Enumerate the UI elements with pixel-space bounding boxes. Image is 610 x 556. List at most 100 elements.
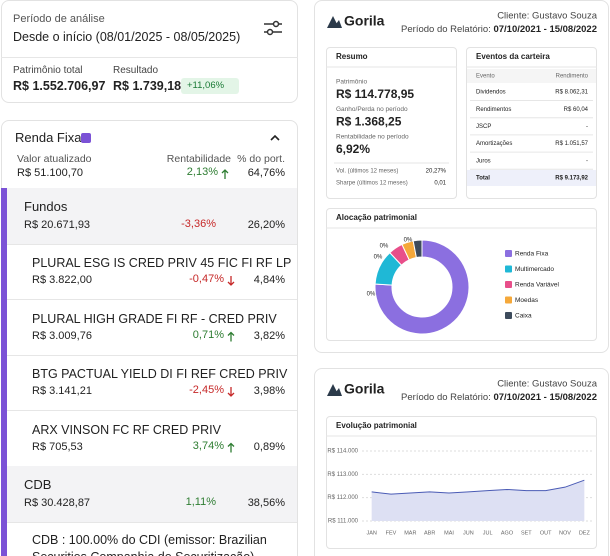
caret-icon	[270, 134, 280, 141]
text: Patrimônio	[336, 79, 367, 86]
color-square	[81, 133, 91, 143]
text: FEV	[386, 530, 397, 536]
text: R$ 111.000	[328, 519, 359, 525]
value: R$ 51.100,70	[17, 167, 84, 179]
legend-swatch	[505, 265, 512, 273]
text: 0%	[380, 244, 389, 250]
text: Ganho/Perda no período	[336, 106, 408, 113]
text: 0%	[404, 238, 413, 244]
return: -0,47%	[189, 273, 224, 285]
group-name[interactable]: CDB	[24, 477, 52, 492]
item-name[interactable]: CDB : 100.00% do CDI (emissor: Brazilian…	[32, 533, 267, 556]
text: R$ 112.000	[327, 495, 358, 501]
text: Dividendos	[476, 90, 506, 96]
text: DEZ	[579, 530, 591, 536]
return: 2,13%	[186, 166, 218, 178]
text: Cliente: Gustavo Souza	[497, 379, 598, 390]
share: 3,98%	[253, 385, 285, 397]
trend-arrow	[227, 387, 235, 397]
trend-arrow	[221, 169, 229, 179]
section-title[interactable]: Renda Fixa	[15, 130, 82, 145]
text: R$ 114.000	[327, 449, 358, 455]
text: Período do Relatório:	[401, 392, 491, 403]
text: R$ 1.051,57	[555, 141, 588, 147]
item-name[interactable]: ARX VINSON FC RF CRED PRIV	[32, 422, 221, 437]
share: 3,82%	[253, 329, 285, 342]
group-row	[7, 188, 297, 245]
group-name[interactable]: Fundos	[24, 199, 68, 214]
text: AGO	[501, 530, 514, 536]
divider	[1, 57, 298, 58]
report-period: Período do Relatório: 07/10/2021 - 15/08…	[401, 24, 597, 35]
group-row	[7, 466, 297, 523]
text: MAR	[404, 530, 416, 536]
text: JSCP	[476, 124, 491, 130]
value: R$ 3.009,76	[32, 329, 92, 342]
text: SET	[521, 530, 532, 536]
separator	[7, 299, 297, 300]
text: OUT	[540, 530, 552, 536]
logo-icon	[327, 384, 342, 396]
text: R$ 9.173,92	[555, 176, 588, 182]
return: 0,71%	[192, 328, 224, 341]
header: Rentabilidade	[166, 153, 231, 165]
item-name[interactable]: PLURAL ESG IS CRED PRIV 45 FIC FI RF LP	[32, 256, 292, 270]
legend-swatch	[505, 296, 512, 304]
text: R$ 113.000	[327, 472, 358, 478]
value: R$ 20.671,93	[24, 219, 91, 231]
text: 6,92%	[336, 142, 370, 156]
return: -3,36%	[181, 218, 216, 230]
text: Período do Relatório:	[401, 24, 491, 35]
share: 4,84%	[253, 274, 285, 286]
text: Renda Variável	[515, 282, 560, 289]
text: Juros	[476, 158, 491, 164]
text: R$ 60,04	[564, 107, 589, 113]
text: Moedas	[515, 297, 539, 304]
text: -	[586, 158, 588, 164]
text: ABR	[424, 530, 435, 536]
filter-label: Período de análise	[13, 13, 105, 25]
text: Rendimentos	[476, 107, 511, 113]
events-box	[466, 47, 597, 199]
value: R$ 1.739,18	[113, 79, 182, 93]
legend-swatch	[505, 250, 512, 257]
text: 0%	[374, 255, 383, 261]
return: -2,45%	[189, 384, 224, 396]
text: Total	[476, 176, 490, 182]
legend-swatch	[505, 312, 512, 319]
separator	[7, 354, 297, 356]
value: R$ 3.141,21	[32, 385, 92, 397]
filter-icon[interactable]	[263, 19, 283, 37]
header: % do port.	[237, 153, 285, 165]
allocation-box	[326, 208, 597, 341]
label: Resultado	[113, 65, 159, 76]
text: Vol. (últimos 12 meses)	[336, 169, 398, 175]
legend-swatch	[505, 281, 512, 288]
badge	[181, 78, 239, 94]
trend-arrow	[227, 331, 235, 342]
text: Resumo	[336, 52, 368, 61]
text: 07/10/2021 - 15/08/2022	[491, 24, 597, 35]
trend-arrow	[227, 276, 235, 286]
text: Sharpe (últimos 12 meses)	[336, 181, 408, 187]
report-period: Período do Relatório: 07/10/2021 - 15/08…	[401, 392, 597, 403]
header: Valor atualizado	[17, 153, 92, 165]
text: R$ 1.368,25	[336, 115, 402, 129]
separator	[7, 410, 297, 411]
report-card	[314, 368, 609, 556]
filter-value[interactable]: Desde o início (08/01/2025 - 08/05/2025)	[13, 30, 241, 44]
table-header	[467, 69, 596, 83]
item-name[interactable]: BTG PACTUAL YIELD DI FI REF CRED PRIV	[32, 367, 288, 381]
text: Renda Fixa	[515, 251, 549, 258]
accent-bar	[1, 188, 7, 556]
donut-slice	[374, 239, 470, 335]
summary-box	[326, 47, 457, 199]
period-card	[1, 0, 298, 103]
text: R$ 114.778,95	[336, 87, 414, 101]
text: NOV	[559, 530, 571, 536]
text: MAI	[444, 530, 454, 536]
item-name[interactable]: PLURAL HIGH GRADE FI RF - CRED PRIV	[32, 311, 277, 326]
total-row	[467, 170, 596, 186]
line	[371, 479, 585, 495]
share: 38,56%	[247, 497, 285, 509]
